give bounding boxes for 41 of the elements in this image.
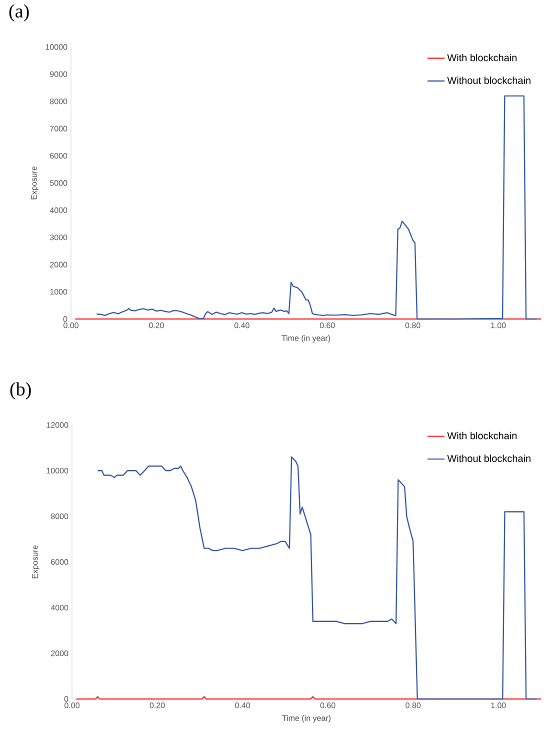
x-tick-label: 0.60 <box>320 322 335 328</box>
x-tick-label: 0.00 <box>64 702 80 708</box>
x-tick-label: 0.20 <box>150 702 165 708</box>
x-tick-label: 0.80 <box>406 702 421 708</box>
y-tick-label: 7000 <box>50 126 68 132</box>
y-tick-label: 10000 <box>46 468 68 474</box>
legend-label: With blockchain <box>447 432 517 440</box>
y-tick-label: 4000 <box>50 207 68 214</box>
y-tick-label: 6000 <box>50 152 68 159</box>
y-tick-label: 3000 <box>50 234 68 240</box>
y-tick-label: 2000 <box>51 650 68 656</box>
chart-title: (b) <box>10 382 31 400</box>
x-axis-title: Time (in year) <box>282 715 331 723</box>
x-tick-label: 0.20 <box>148 322 164 328</box>
y-tick-label: 6000 <box>51 559 68 565</box>
legend-label: Without blockchain <box>447 76 530 84</box>
y-tick-label: 8000 <box>50 98 68 104</box>
y-tick-label: 5000 <box>50 180 68 186</box>
y-tick-label: 9000 <box>50 71 68 78</box>
y-axis-title: Exposure <box>31 166 38 200</box>
y-tick-label: 4000 <box>50 604 68 610</box>
legend-label: With blockchain <box>447 54 517 62</box>
x-tick-label: 0.60 <box>320 702 336 708</box>
y-tick-label: 8000 <box>51 514 68 520</box>
x-tick-label: 0.80 <box>405 322 420 328</box>
chart-title: (a) <box>9 4 29 22</box>
x-tick-label: 0.40 <box>235 702 250 708</box>
line-series <box>96 95 538 320</box>
y-tick-label: 0 <box>64 696 68 702</box>
y-axis-title: Exposure <box>32 545 40 578</box>
x-tick-label: 1.00 <box>491 322 506 328</box>
y-tick-label: 0 <box>63 316 68 322</box>
x-tick-label: 1.00 <box>491 702 506 708</box>
y-tick-label: 10000 <box>46 44 68 50</box>
x-axis-title: Time (in year) <box>282 335 330 343</box>
legend-label: Without blockchain <box>447 454 530 462</box>
x-tick-label: 0.00 <box>64 322 78 328</box>
y-tick-label: 1000 <box>50 288 68 295</box>
y-tick-label: 2000 <box>50 262 68 268</box>
y-tick-label: 12000 <box>46 422 68 428</box>
x-tick-label: 0.40 <box>234 322 250 328</box>
